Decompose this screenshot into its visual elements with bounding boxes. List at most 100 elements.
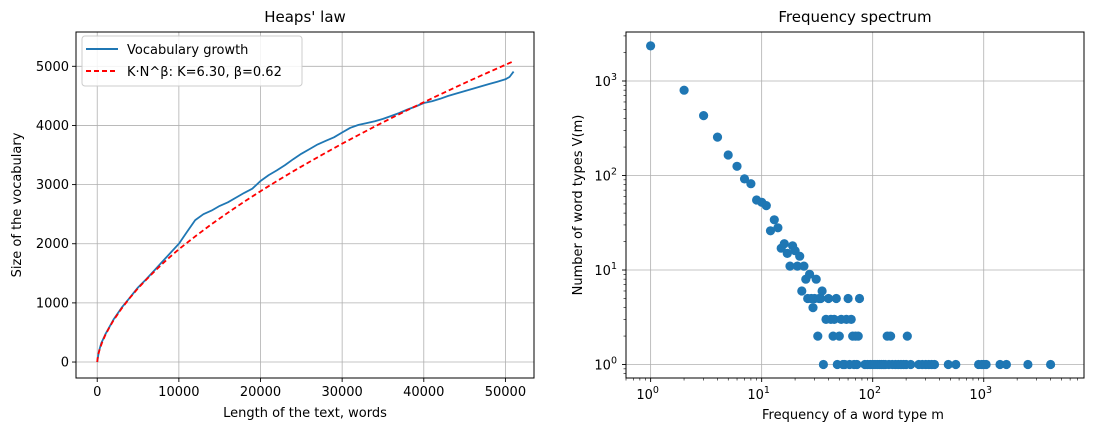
frequency-point [811, 274, 821, 284]
right-x-tick-label-base: 10 [969, 388, 986, 403]
frequency-point [853, 331, 863, 341]
left-plot-frame [75, 31, 535, 379]
right-x-ticks: 100 101 102 103 [636, 378, 992, 403]
frequency-point [799, 261, 809, 271]
frequency-point [746, 179, 756, 189]
frequency-point [906, 359, 916, 370]
left-x-ticks: 0 10000 20000 30000 40000 50000 [93, 378, 526, 400]
right-y-tick-label-base: 10 [594, 359, 611, 374]
left-y-tick-label: 1000 [36, 296, 69, 311]
frequency-point [846, 314, 856, 324]
right-y-axis-label: Number of word types V(m) [571, 115, 586, 296]
frequency-point [813, 331, 823, 341]
frequency-point [739, 174, 750, 184]
left-series [96, 60, 515, 363]
legend-label-fit: K·N^β: K=6.30, β=0.62 [127, 65, 282, 80]
right-y-tick-label: 103 [594, 72, 617, 90]
frequency-point [782, 248, 792, 258]
frequency-point [712, 132, 723, 142]
right-x-tick-label: 100 [636, 385, 659, 403]
frequency-point [646, 41, 656, 51]
left-y-ticks: 0 1000 2000 3000 4000 5000 [36, 60, 76, 371]
frequency-point [723, 150, 733, 160]
right-y-tick-label-exponent: 3 [611, 72, 617, 83]
frequency-point [829, 314, 839, 324]
right-plot-frame [625, 31, 1085, 379]
right-x-tick-label-exponent: 3 [986, 385, 992, 396]
right-x-tick-label-base: 10 [636, 388, 653, 403]
right-grid [626, 32, 1084, 378]
right-x-tick-label-exponent: 2 [875, 385, 881, 396]
right-y-tick-label-exponent: 1 [611, 261, 617, 272]
frequency-point [1046, 359, 1056, 370]
right-y-tick-label-exponent: 2 [611, 167, 617, 178]
frequency-point [761, 201, 771, 211]
vocabulary-growth-line [96, 71, 515, 363]
frequency-point [765, 226, 776, 236]
frequency-point [1001, 359, 1012, 370]
right-minor-ticks [623, 35, 1078, 381]
frequency-point [823, 293, 834, 304]
frequency-point [785, 261, 795, 271]
frequency-point [886, 331, 896, 341]
heaps-law-chart: 0 10000 20000 30000 40000 50000 0 1000 2000 3000… [10, 8, 535, 421]
left-y-tick-label: 3000 [36, 178, 69, 193]
left-x-tick-label: 30000 [321, 385, 362, 400]
right-y-tick-label-exponent: 0 [611, 356, 617, 367]
right-x-tick-label-exponent: 1 [764, 385, 770, 396]
frequency-point [679, 85, 689, 95]
frequency-point [769, 215, 779, 225]
frequency-point [995, 359, 1005, 370]
frequency-point [795, 251, 805, 261]
left-y-axis-label: Size of the vocabulary [10, 132, 25, 277]
left-y-tick-label: 5000 [36, 60, 69, 75]
frequency-point [852, 359, 862, 370]
left-x-axis-label: Length of the text, words [223, 406, 387, 421]
frequency-point [816, 293, 826, 304]
frequency-point [951, 359, 961, 370]
right-x-tick-label-base: 10 [858, 388, 875, 403]
left-chart-title: Heaps' law [264, 8, 346, 26]
right-y-tick-label: 101 [594, 261, 617, 279]
right-y-tick-label: 100 [594, 356, 617, 374]
right-y-tick-label-base: 10 [594, 264, 611, 279]
right-x-tick-label: 101 [747, 385, 770, 403]
frequency-point [699, 111, 709, 121]
right-x-tick-label-base: 10 [747, 388, 764, 403]
left-x-tick-label: 40000 [403, 385, 444, 400]
frequency-point [902, 331, 912, 341]
frequency-point [943, 359, 953, 370]
left-y-tick-label: 4000 [36, 119, 69, 134]
left-legend: Vocabulary growth K·N^β: K=6.30, β=0.62 [81, 35, 303, 87]
right-x-tick-label-exponent: 0 [653, 385, 659, 396]
right-x-axis-label: Frequency of a word type m [762, 408, 944, 423]
legend-label-growth: Vocabulary growth [127, 43, 248, 58]
right-chart-title: Frequency spectrum [778, 8, 931, 26]
frequency-point [834, 331, 844, 341]
frequency-point [797, 286, 807, 296]
frequency-point [805, 269, 815, 279]
right-y-tick-label-base: 10 [594, 170, 611, 185]
frequency-point [843, 293, 853, 304]
frequency-point [773, 223, 783, 233]
frequency-point [808, 303, 818, 313]
frequency-point [1023, 359, 1033, 370]
frequency-point [929, 359, 940, 370]
frequency-point [792, 261, 803, 271]
frequency-point [854, 293, 865, 304]
left-y-tick-label: 2000 [36, 237, 69, 252]
right-y-tick-label: 102 [594, 167, 617, 185]
frequency-point [981, 359, 991, 370]
right-x-tick-label: 102 [858, 385, 881, 403]
left-x-tick-label: 10000 [158, 385, 199, 400]
frequency-point [831, 293, 841, 304]
frequency-point [779, 239, 789, 249]
legend-box [81, 35, 303, 87]
left-x-tick-label: 20000 [240, 385, 281, 400]
heaps-fit-line [96, 60, 514, 363]
left-x-tick-label: 0 [93, 385, 101, 400]
left-x-tick-label: 50000 [485, 385, 526, 400]
